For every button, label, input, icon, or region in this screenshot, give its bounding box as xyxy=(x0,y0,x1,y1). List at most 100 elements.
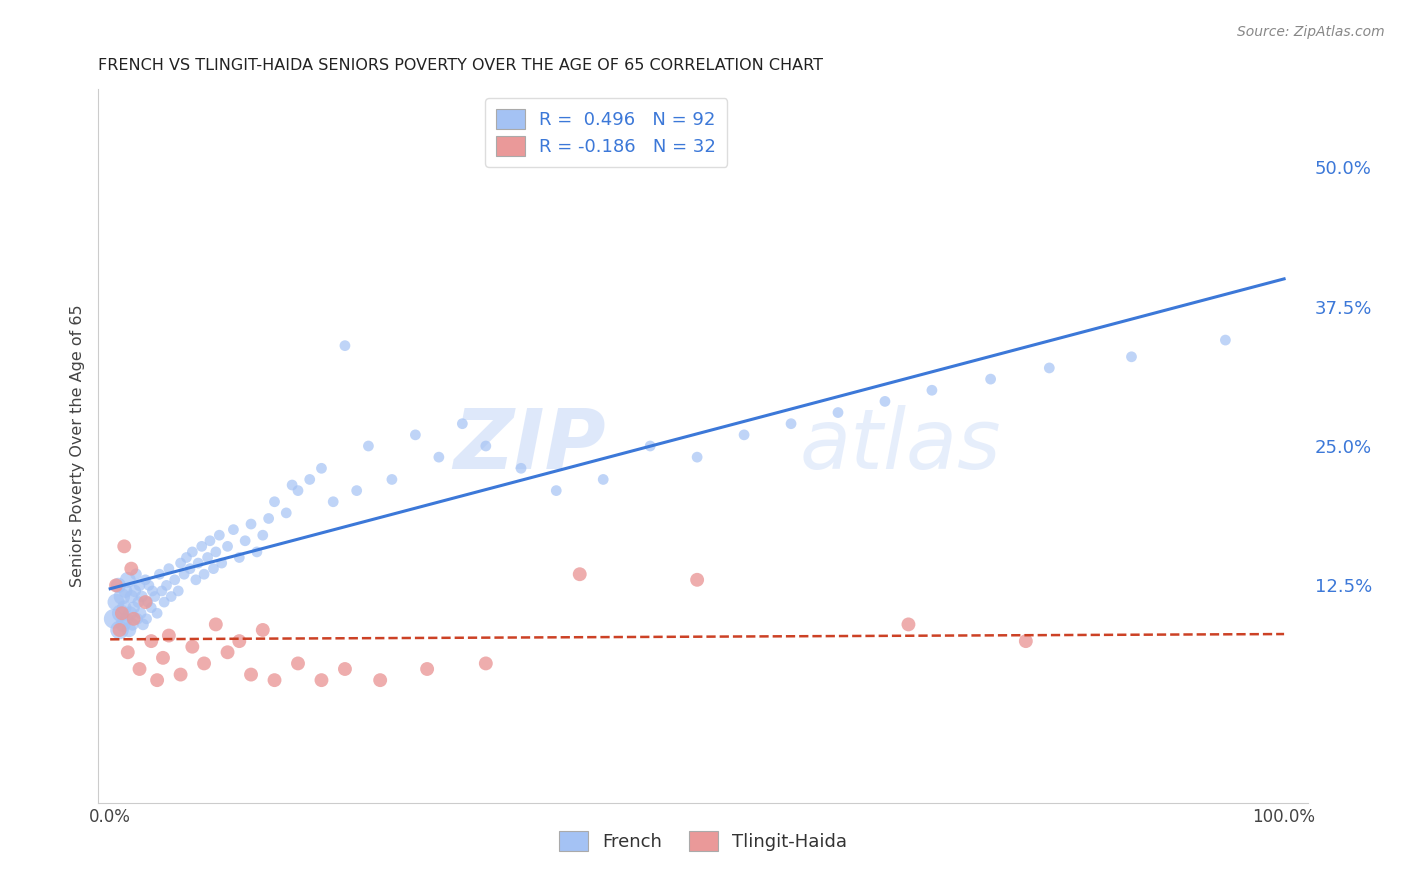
Point xyxy=(252,623,274,637)
Point xyxy=(1015,634,1038,648)
Y-axis label: Seniors Poverty Over the Age of 65: Seniors Poverty Over the Age of 65 xyxy=(69,305,84,587)
Point xyxy=(475,657,498,671)
Point xyxy=(198,533,221,548)
Point xyxy=(128,578,150,592)
Point xyxy=(141,600,163,615)
Point xyxy=(311,461,333,475)
Point xyxy=(686,573,709,587)
Point xyxy=(124,583,146,598)
Point xyxy=(122,612,145,626)
Point xyxy=(381,472,404,486)
Text: atlas: atlas xyxy=(800,406,1001,486)
Point xyxy=(122,600,145,615)
Point xyxy=(193,657,215,671)
Point xyxy=(114,583,136,598)
Point xyxy=(240,516,263,531)
Point xyxy=(136,595,159,609)
Point xyxy=(451,417,474,431)
Point xyxy=(181,545,204,559)
Point xyxy=(108,623,131,637)
Point xyxy=(1215,333,1237,347)
Point xyxy=(197,550,219,565)
Point xyxy=(346,483,368,498)
Point xyxy=(120,562,142,576)
Point xyxy=(157,562,180,576)
Point xyxy=(322,494,344,508)
Point xyxy=(134,573,156,587)
Point xyxy=(333,338,356,352)
Point xyxy=(107,578,129,592)
Point xyxy=(276,506,298,520)
Point xyxy=(112,600,135,615)
Point xyxy=(115,612,138,626)
Point xyxy=(167,583,190,598)
Point xyxy=(173,567,195,582)
Point xyxy=(169,556,191,570)
Point xyxy=(546,483,568,498)
Point xyxy=(827,405,849,419)
Point xyxy=(132,617,155,632)
Point xyxy=(427,450,450,464)
Point xyxy=(103,612,125,626)
Legend: French, Tlingit-Haida: French, Tlingit-Haida xyxy=(551,823,855,858)
Point xyxy=(121,617,143,632)
Point xyxy=(155,578,177,592)
Point xyxy=(233,533,256,548)
Point xyxy=(204,617,226,632)
Point xyxy=(204,545,226,559)
Point xyxy=(263,494,285,508)
Point xyxy=(246,545,269,559)
Point xyxy=(287,657,309,671)
Point xyxy=(135,612,157,626)
Point xyxy=(281,478,304,492)
Point xyxy=(129,607,152,621)
Point xyxy=(118,623,141,637)
Point xyxy=(228,550,250,565)
Point xyxy=(150,583,173,598)
Point xyxy=(217,645,239,659)
Point xyxy=(111,607,134,621)
Point xyxy=(416,662,439,676)
Point xyxy=(404,427,426,442)
Point xyxy=(141,583,163,598)
Point xyxy=(163,573,186,587)
Point xyxy=(1038,360,1060,375)
Point xyxy=(217,539,239,553)
Point xyxy=(733,427,755,442)
Point xyxy=(146,607,169,621)
Point xyxy=(357,439,380,453)
Point xyxy=(120,590,142,604)
Point xyxy=(475,439,498,453)
Point xyxy=(117,645,139,659)
Point xyxy=(120,607,142,621)
Text: Source: ZipAtlas.com: Source: ZipAtlas.com xyxy=(1237,25,1385,39)
Point xyxy=(311,673,333,687)
Point xyxy=(187,556,209,570)
Point xyxy=(193,567,215,582)
Point xyxy=(146,673,169,687)
Point xyxy=(138,578,160,592)
Point xyxy=(181,640,204,654)
Point xyxy=(333,662,356,676)
Point xyxy=(127,595,149,609)
Point xyxy=(157,628,180,642)
Point xyxy=(127,612,149,626)
Point xyxy=(111,590,134,604)
Point xyxy=(117,573,139,587)
Point xyxy=(190,539,212,553)
Point xyxy=(1121,350,1143,364)
Point xyxy=(128,662,150,676)
Point xyxy=(153,595,176,609)
Point xyxy=(108,623,131,637)
Point xyxy=(148,567,170,582)
Point xyxy=(208,528,231,542)
Text: ZIP: ZIP xyxy=(454,406,606,486)
Point xyxy=(176,550,198,565)
Point xyxy=(980,372,1002,386)
Point xyxy=(141,634,163,648)
Point xyxy=(152,651,174,665)
Point xyxy=(287,483,309,498)
Point xyxy=(368,673,391,687)
Point xyxy=(143,590,166,604)
Point xyxy=(510,461,533,475)
